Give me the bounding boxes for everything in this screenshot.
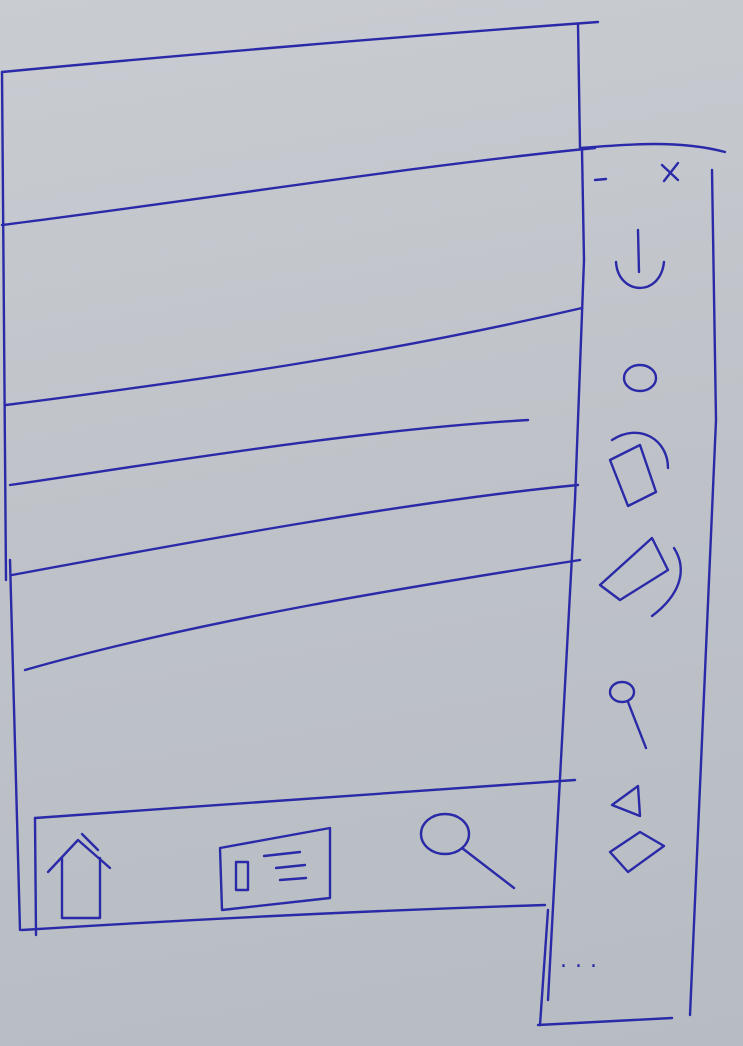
minimize-dash-art — [593, 177, 608, 182]
card-icon-art — [218, 826, 332, 912]
tool-rotate-shape[interactable] — [602, 420, 676, 512]
list-item[interactable] — [8, 408, 578, 478]
tool-pin[interactable] — [604, 676, 654, 754]
card-button[interactable] — [216, 824, 334, 914]
main-window-frame — [0, 20, 600, 932]
minimize-button[interactable] — [588, 166, 614, 190]
search-icon-art — [419, 812, 516, 890]
bottom-nav-divider — [33, 778, 577, 820]
tool-anchor[interactable] — [608, 224, 672, 300]
header-divider — [0, 146, 597, 227]
tool-skew-shape[interactable] — [596, 532, 692, 622]
bottom-nav-left-edge — [33, 816, 38, 937]
close-x-art — [660, 161, 680, 183]
side-toolbar-frame — [536, 142, 727, 1027]
search-button[interactable] — [418, 808, 518, 894]
list-item[interactable] — [12, 578, 578, 663]
header-bar — [4, 72, 578, 217]
more-button[interactable]: ... — [560, 950, 640, 978]
flip-icon-art — [608, 784, 666, 874]
list-item[interactable] — [10, 488, 578, 568]
skew-shape-icon-art — [598, 536, 682, 618]
tool-flip[interactable] — [604, 780, 670, 878]
home-button[interactable] — [44, 830, 116, 924]
close-button[interactable] — [656, 158, 686, 188]
pin-icon-art — [608, 680, 648, 750]
home-icon-art — [46, 832, 112, 920]
list-dividers — [4, 306, 584, 672]
rotate-shape-icon-art — [608, 431, 670, 508]
tool-circle[interactable] — [616, 356, 666, 402]
anchor-icon-art — [614, 228, 666, 289]
circle-icon-art — [622, 363, 658, 393]
list-item[interactable] — [24, 672, 574, 792]
more-dots-label: ... — [560, 948, 605, 973]
list-item[interactable] — [8, 228, 578, 388]
